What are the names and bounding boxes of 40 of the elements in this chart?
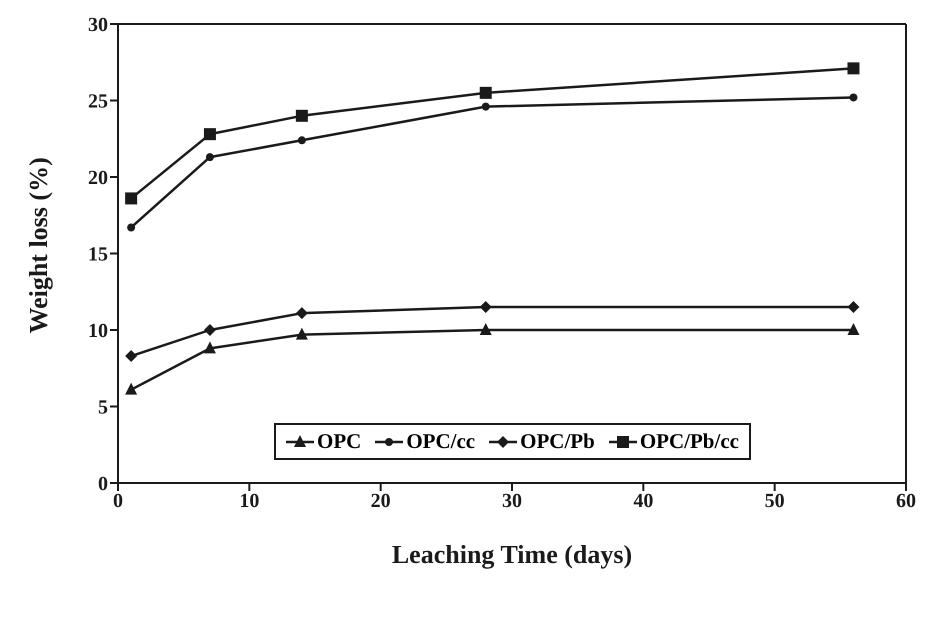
- y-tick-label: 10: [88, 320, 108, 342]
- point: [847, 301, 860, 314]
- y-tick-label: 25: [88, 90, 108, 113]
- legend-label: OPC: [317, 429, 362, 454]
- x-tick-label: 50: [764, 490, 785, 512]
- x-tick-label: 20: [370, 490, 391, 512]
- point: [206, 153, 214, 162]
- y-tick-label: 5: [98, 396, 108, 419]
- x-tick-label: 0: [113, 490, 123, 512]
- point: [482, 102, 490, 111]
- x-tick-label: 40: [633, 490, 654, 512]
- point: [204, 324, 216, 336]
- x-tick-label: 60: [896, 490, 916, 512]
- point: [480, 323, 492, 335]
- point: [298, 136, 306, 144]
- x-tick-label: 30: [502, 490, 522, 512]
- y-tick-label: 20: [88, 167, 108, 190]
- point: [204, 341, 216, 354]
- x-axis-title: Leaching Time (days): [392, 540, 632, 569]
- point: [480, 301, 492, 314]
- point: [847, 62, 860, 74]
- y-tick-label: 30: [88, 14, 108, 36]
- point: [296, 307, 308, 320]
- y-tick-label: 0: [98, 473, 108, 496]
- point: [296, 328, 308, 340]
- point: [296, 110, 308, 122]
- point: [125, 350, 138, 362]
- point: [480, 86, 492, 99]
- point: [204, 128, 216, 140]
- point: [127, 223, 136, 232]
- y-axis-title: Weight loss (%): [24, 157, 54, 334]
- legend-label: OPC/Pb: [520, 429, 595, 454]
- y-tick-label: 15: [88, 244, 108, 266]
- legend-label: OPC/cc: [406, 429, 476, 454]
- point: [125, 382, 138, 395]
- legend-label: OPC/Pb/cc: [640, 429, 739, 454]
- point: [847, 323, 860, 335]
- point: [125, 192, 138, 204]
- point: [849, 93, 858, 102]
- x-tick-label: 10: [239, 490, 260, 512]
